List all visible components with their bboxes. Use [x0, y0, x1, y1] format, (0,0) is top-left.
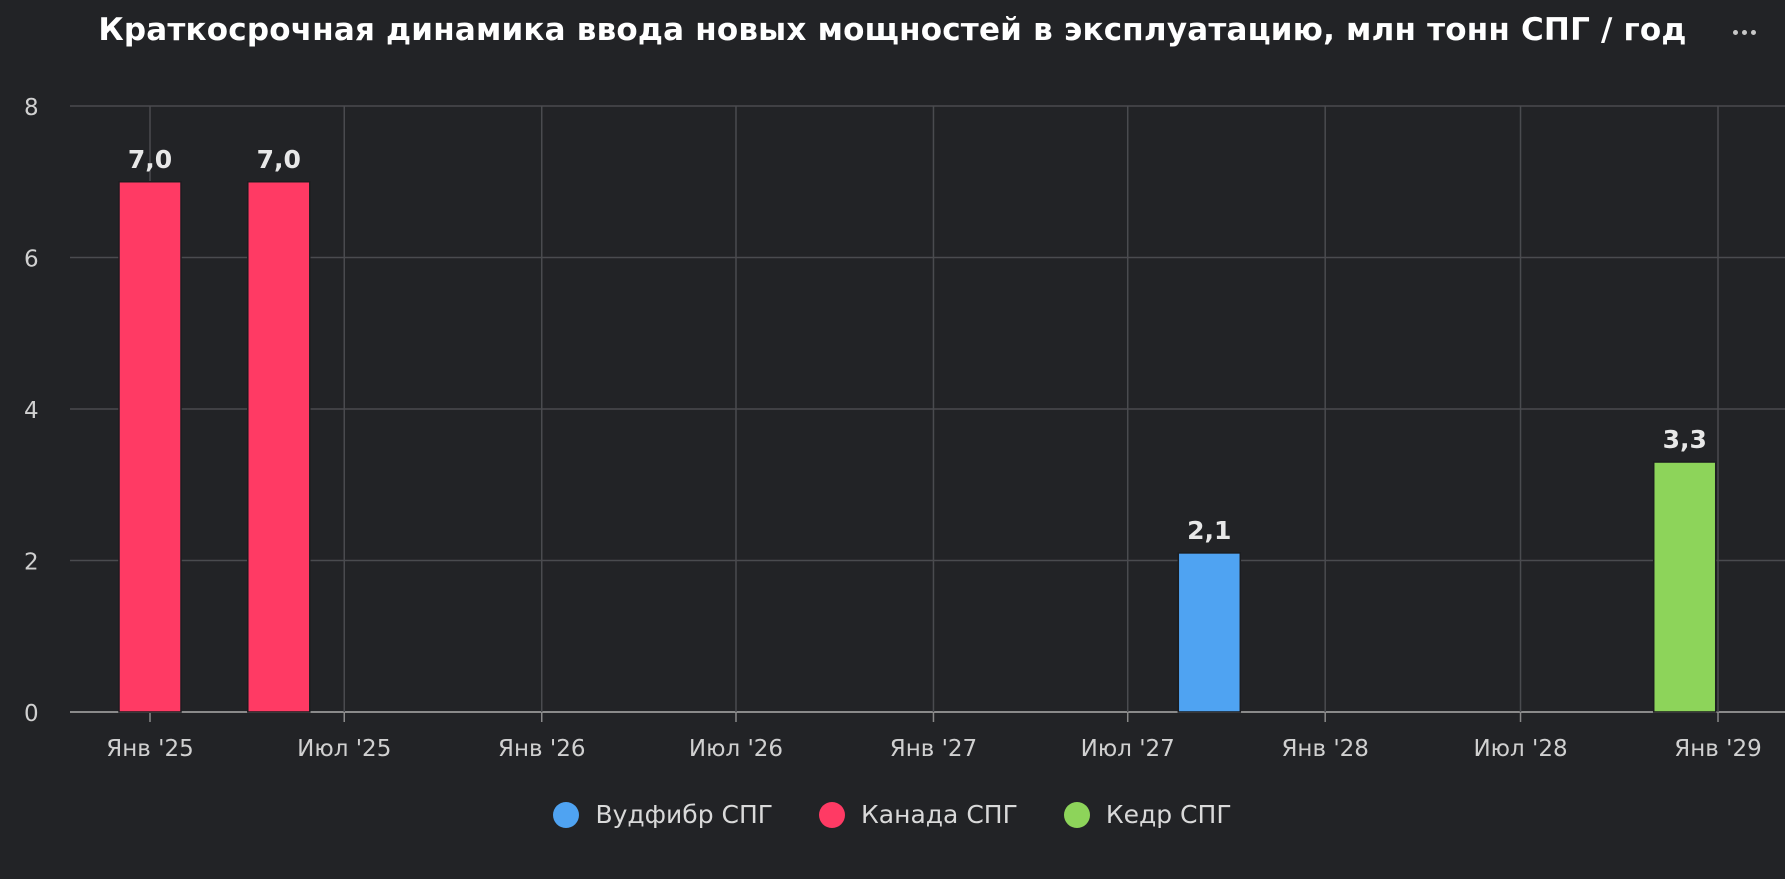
- x-tick-label: Янв '27: [890, 736, 977, 762]
- legend-label: Кедр СПГ: [1105, 800, 1232, 829]
- legend-label: Канада СПГ: [861, 800, 1018, 829]
- x-tick-label: Янв '29: [1674, 736, 1761, 762]
- data-label: 3,3: [1663, 425, 1707, 454]
- x-tick-label: Янв '25: [106, 736, 193, 762]
- x-tick-label: Июл '26: [689, 736, 783, 762]
- bar: [247, 181, 311, 713]
- bar: [1177, 552, 1242, 713]
- x-tick-label: Июл '27: [1081, 736, 1175, 762]
- x-tick-label: Янв '26: [498, 736, 585, 762]
- legend-swatch: [553, 801, 580, 828]
- x-tick-label: Янв '28: [1281, 736, 1368, 762]
- bar: [1652, 461, 1717, 713]
- legend-label: Вудфибр СПГ: [595, 800, 774, 829]
- chart-title: Краткосрочная динамика ввода новых мощно…: [98, 12, 1687, 48]
- legend-swatch: [819, 801, 846, 828]
- y-tick-label: 6: [24, 247, 39, 273]
- bar: [118, 181, 182, 713]
- y-tick-label: 4: [24, 398, 39, 424]
- data-label: 7,0: [257, 145, 301, 174]
- more-horizontal-icon: [1732, 29, 1738, 35]
- data-label: 2,1: [1187, 516, 1231, 545]
- chart-menu-button[interactable]: [1720, 14, 1768, 50]
- x-tick-label: Июл '28: [1473, 736, 1567, 762]
- legend-item[interactable]: Кедр СПГ: [1063, 800, 1232, 829]
- data-label: 7,0: [128, 145, 172, 174]
- legend-item[interactable]: Канада СПГ: [819, 800, 1018, 829]
- y-tick-label: 0: [24, 701, 39, 727]
- y-tick-label: 2: [24, 550, 39, 576]
- chart-legend: Вудфибр СПГ Канада СПГ Кедр СПГ: [0, 800, 1785, 829]
- y-tick-label: 8: [24, 95, 39, 121]
- x-tick-label: Июл '25: [297, 736, 391, 762]
- legend-swatch: [1063, 801, 1090, 828]
- legend-item[interactable]: Вудфибр СПГ: [553, 800, 773, 829]
